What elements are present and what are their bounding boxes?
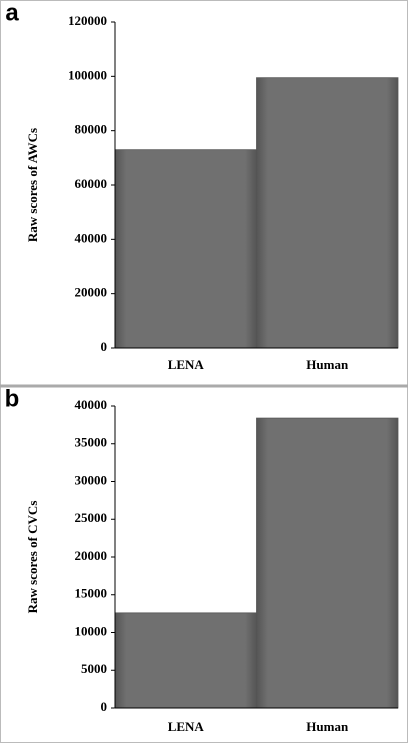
bar [114,612,257,709]
y-tick-label: 40000 [75,397,108,412]
y-tick-label: 15000 [75,586,108,601]
y-tick-label: 60000 [75,176,108,191]
y-tick-label: 40000 [75,230,108,245]
x-tick-label: Human [306,357,349,372]
y-tick-label: 20000 [75,285,108,300]
panel-label: b [5,385,20,412]
bar [256,417,399,709]
y-tick-label: 35000 [75,435,108,450]
y-tick-label: 80000 [75,122,108,137]
y-tick-label: 20000 [75,548,108,563]
y-axis-label: Raw scores of AWCs [25,128,40,242]
y-tick-label: 100000 [68,67,107,82]
y-tick-label: 25000 [75,510,108,525]
y-tick-label: 0 [101,339,108,354]
x-tick-label: LENA [168,719,205,734]
y-tick-label: 30000 [75,472,108,487]
panel-label: a [5,0,19,26]
bar [256,77,399,349]
x-tick-label: LENA [168,357,205,372]
y-axis-label: Raw scores of CVCs [25,501,40,614]
y-tick-label: 0 [101,699,108,714]
y-tick-label: 10000 [75,623,108,638]
y-tick-label: 5000 [81,661,107,676]
x-tick-label: Human [306,719,349,734]
bar [114,149,257,349]
y-tick-label: 120000 [68,13,107,28]
